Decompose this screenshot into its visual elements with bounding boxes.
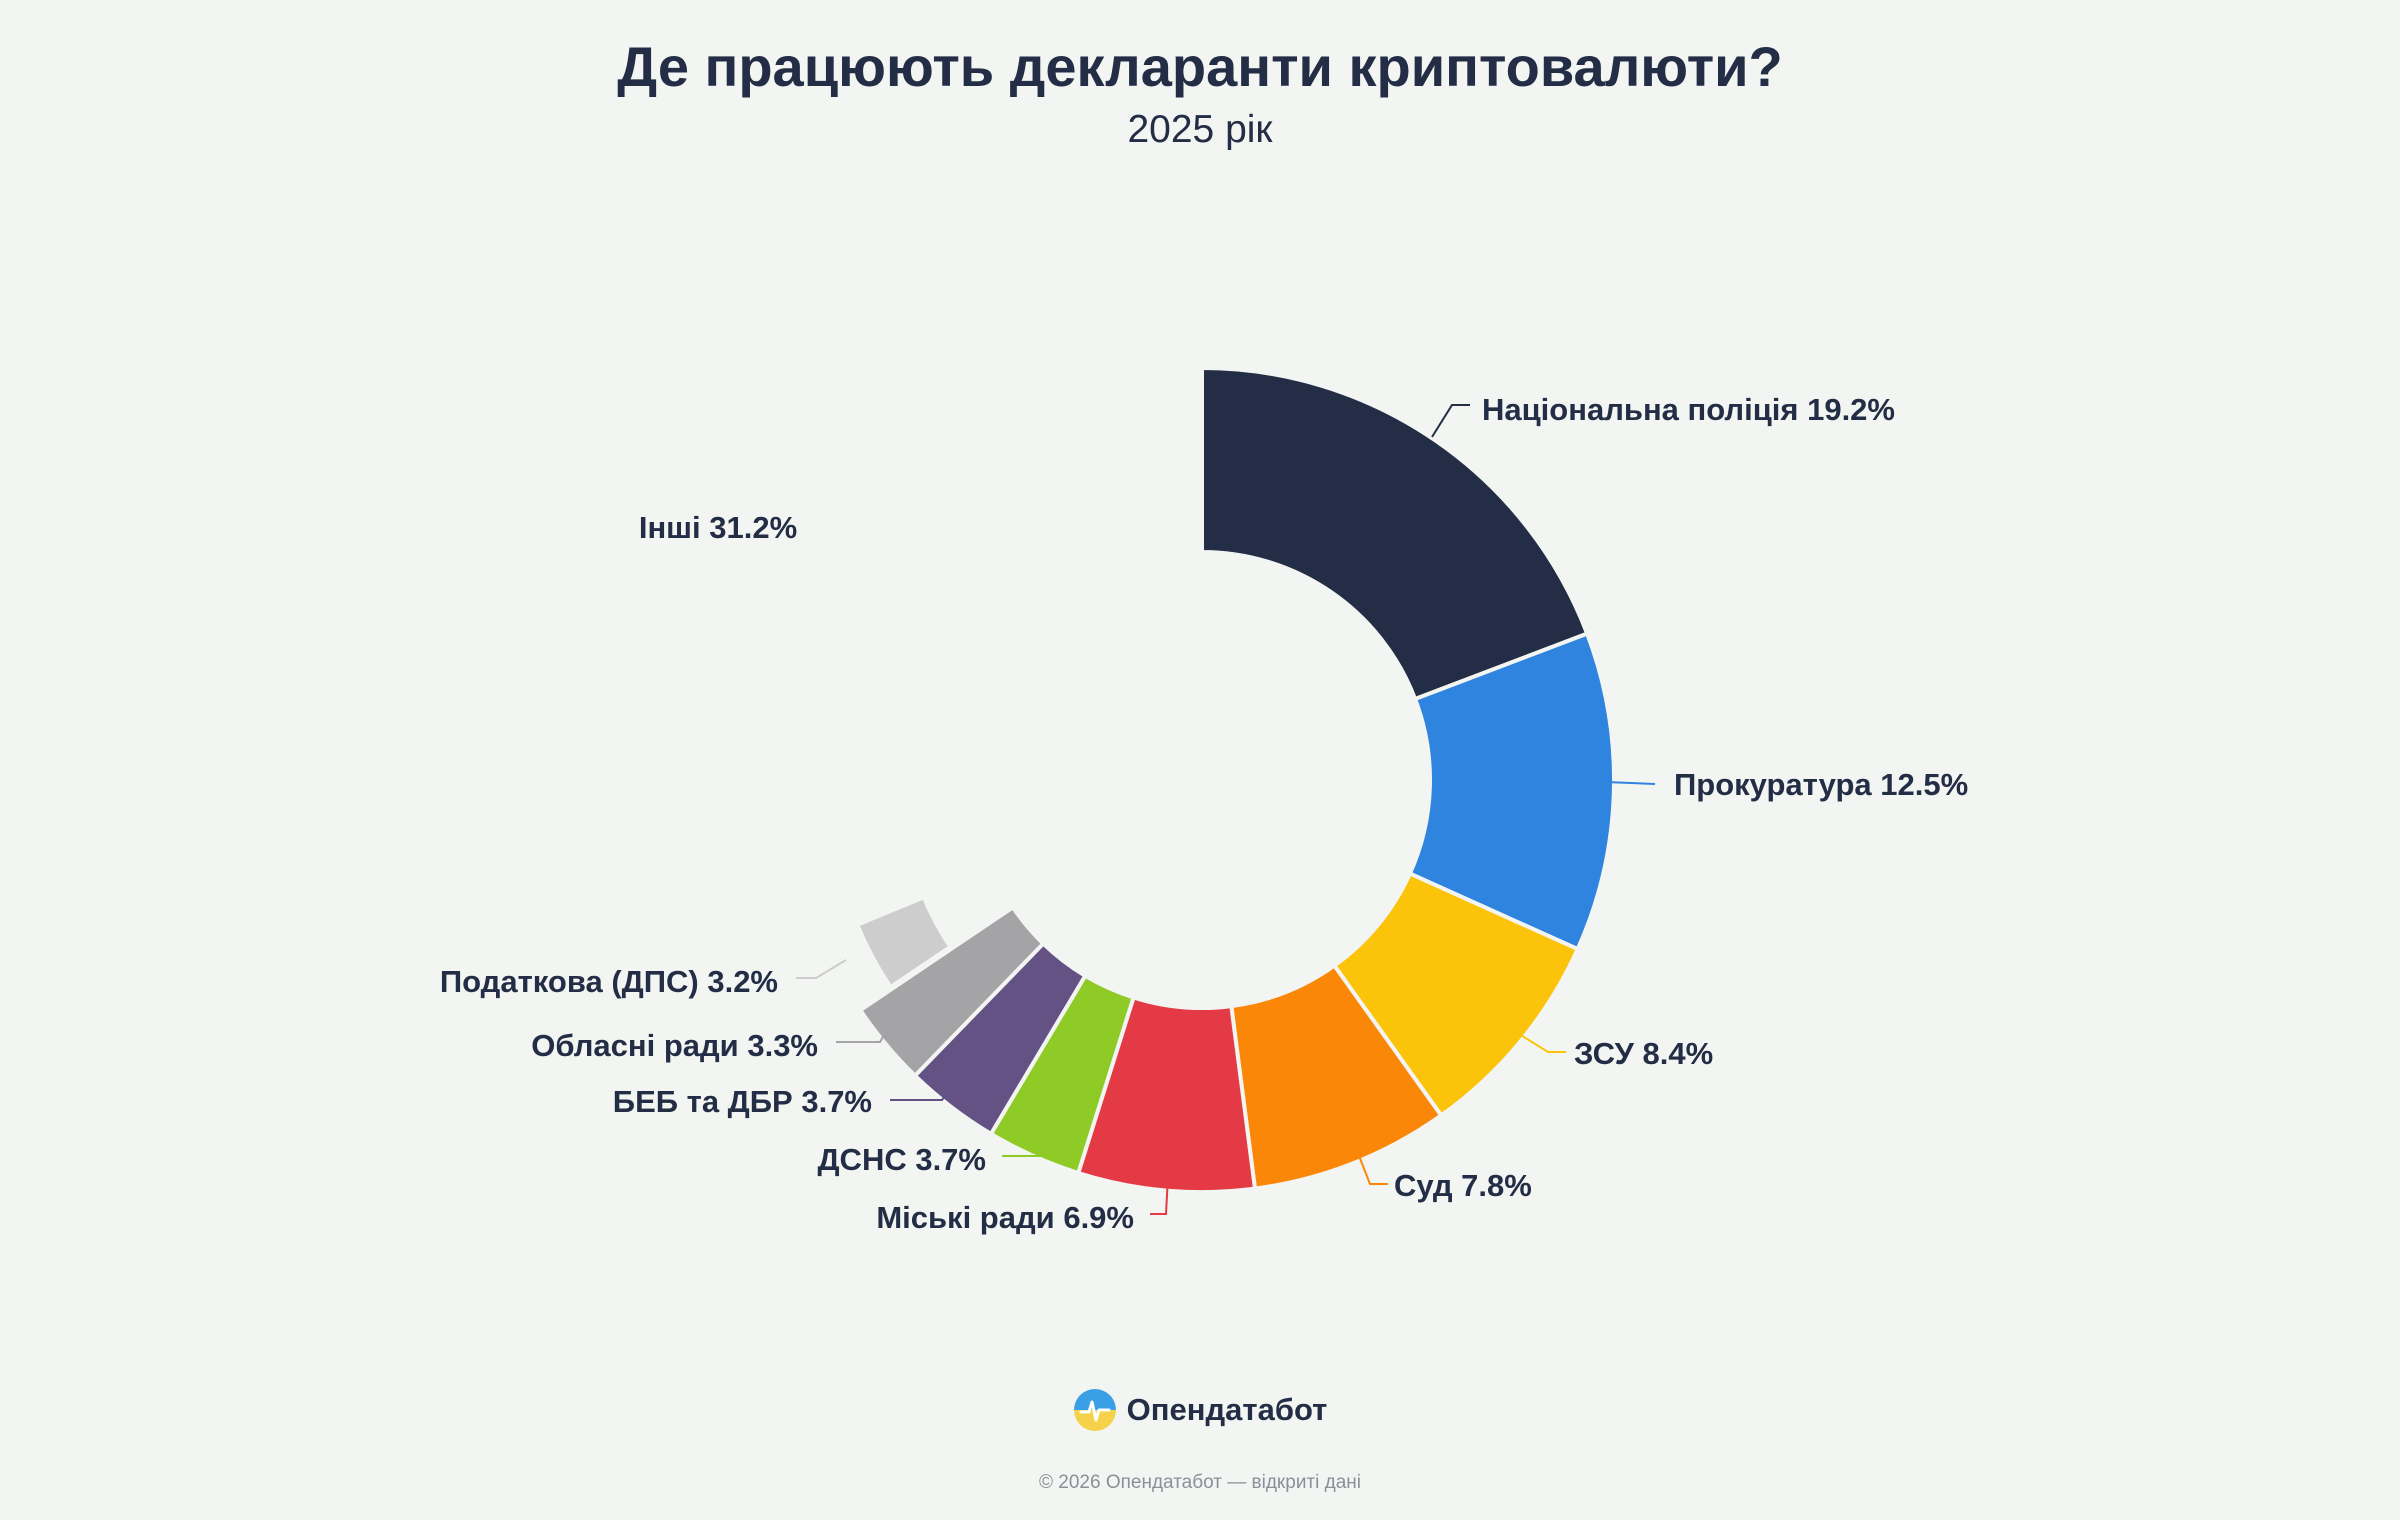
- slice-label-10: Інші 31.2%: [639, 510, 797, 545]
- leader-line-2: [1605, 781, 1656, 785]
- slice-label-1: Національна поліція 19.2%: [1482, 392, 1895, 427]
- leader-line-1: [1431, 404, 1470, 438]
- slice-label-2: Прокуратура 12.5%: [1674, 767, 1968, 802]
- leader-line-4: [1355, 1147, 1388, 1185]
- footer-copyright: © 2026 Опендатабот — відкриті дані: [1039, 1472, 1361, 1493]
- leader-line-5: [1150, 1175, 1169, 1215]
- slice-9[interactable]: [855, 895, 953, 990]
- chart-title: Де працюють декларанти криптовалюти?: [617, 35, 1783, 98]
- slice-label-9: Податкова (ДПС) 3.2%: [440, 964, 778, 999]
- chart-subtitle: 2025 рік: [1127, 108, 1273, 151]
- leader-line-6: [1002, 1138, 1041, 1157]
- slice-label-3: ЗСУ 8.4%: [1574, 1036, 1713, 1071]
- slice-2[interactable]: [1407, 631, 1616, 952]
- leader-line-3: [1515, 1031, 1566, 1053]
- slice-1[interactable]: [1200, 366, 1590, 701]
- brand-name: Опендатабот: [1126, 1392, 1328, 1427]
- slice-8[interactable]: [858, 905, 1046, 1078]
- leader-line-9: [796, 959, 847, 979]
- slice-label-6: ДСНС 3.7%: [817, 1142, 986, 1177]
- leader-line-8: [836, 1017, 895, 1043]
- brand: Опендатабот: [0, 1388, 2400, 1432]
- slice-label-5: Міські ради 6.9%: [876, 1200, 1134, 1235]
- slice-label-8: Обласні ради 3.3%: [531, 1028, 818, 1063]
- leader-line-7: [890, 1083, 955, 1101]
- slice-label-7: БЕБ та ДБР 3.7%: [613, 1084, 872, 1119]
- slice-label-4: Суд 7.8%: [1394, 1168, 1532, 1203]
- opendatabot-logo-icon: [1073, 1389, 1116, 1431]
